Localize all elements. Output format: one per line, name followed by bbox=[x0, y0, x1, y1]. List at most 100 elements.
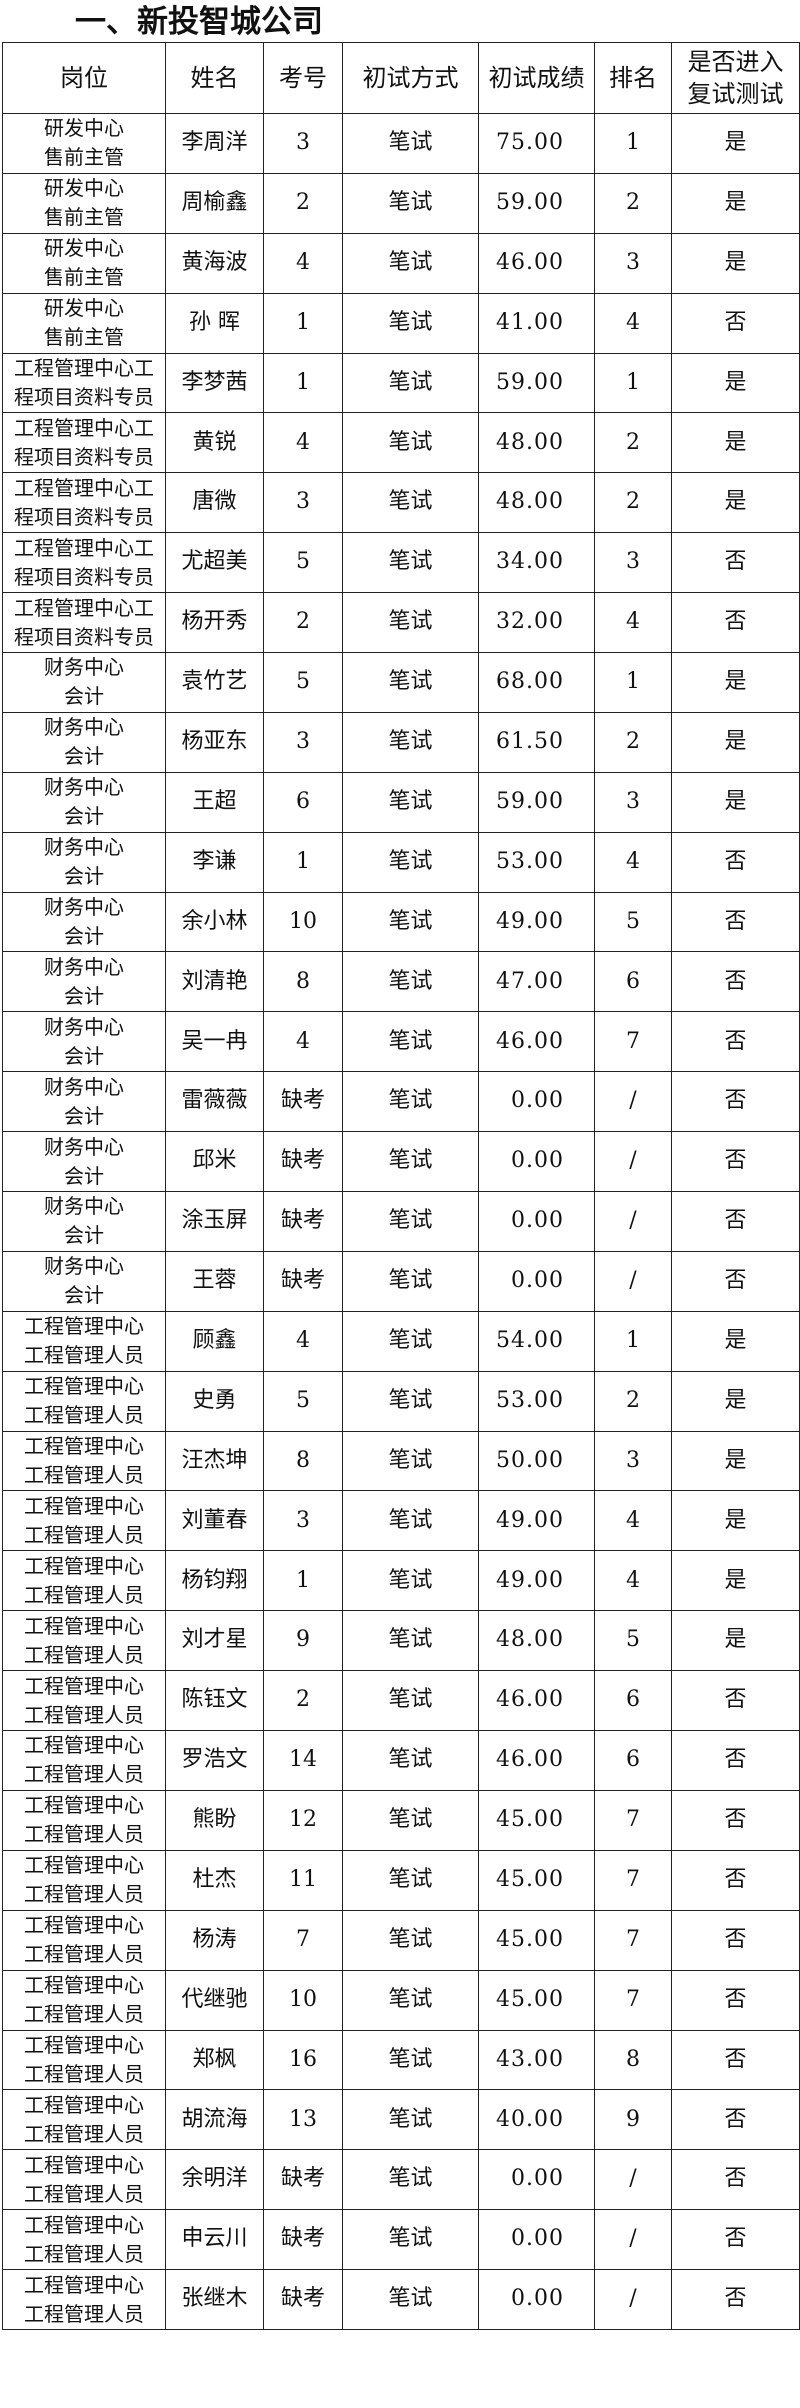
exam-mode-cell: 笔试 bbox=[342, 1730, 479, 1791]
rank-cell: 4 bbox=[594, 292, 672, 354]
score-cell: 49.00 bbox=[478, 1490, 595, 1552]
name-cell: 顾鑫 bbox=[165, 1310, 264, 1372]
exam-mode-cell: 笔试 bbox=[342, 1969, 479, 2031]
score-cell: 47.00 bbox=[478, 951, 595, 1013]
name-cell: 胡流海 bbox=[165, 2089, 264, 2151]
exam-mode-cell: 笔试 bbox=[342, 1550, 479, 1612]
table-row: 工程管理中心 工程管理人员 罗浩文 14 笔试 46.00 6 否 bbox=[2, 1730, 800, 1791]
rank-cell: 3 bbox=[594, 771, 672, 833]
score-cell: 45.00 bbox=[478, 1789, 595, 1851]
header-rank: 排名 bbox=[594, 42, 672, 114]
exam-number-cell: 1 bbox=[263, 831, 343, 893]
score-cell: 0.00 bbox=[478, 1131, 595, 1193]
name-cell: 黄锐 bbox=[165, 412, 264, 474]
score-cell: 68.00 bbox=[478, 652, 595, 713]
header-row: 岗位 姓名 考号 初试方式 初试成绩 排名 是否进入 复试测试 bbox=[2, 42, 800, 114]
rank-cell: 7 bbox=[594, 1011, 672, 1073]
score-cell: 48.00 bbox=[478, 472, 595, 534]
position-cell: 财务中心 会计 bbox=[2, 1071, 166, 1133]
position-cell: 财务中心 会计 bbox=[2, 951, 166, 1013]
advance-cell: 是 bbox=[671, 1370, 800, 1432]
score-cell: 61.50 bbox=[478, 711, 595, 773]
exam-mode-cell: 笔试 bbox=[342, 592, 479, 654]
table-row: 研发中心 售前主管 周榆鑫 2 笔试 59.00 2 是 bbox=[2, 172, 800, 234]
score-cell: 0.00 bbox=[478, 1191, 595, 1252]
table-row: 工程管理中心工 程项目资料专员 黄锐 4 笔试 48.00 2 是 bbox=[2, 412, 800, 474]
position-cell: 工程管理中心 工程管理人员 bbox=[2, 1430, 166, 1492]
position-cell: 工程管理中心工 程项目资料专员 bbox=[2, 472, 166, 534]
advance-cell: 是 bbox=[671, 652, 800, 713]
advance-cell: 否 bbox=[671, 1071, 800, 1133]
name-cell: 汪杰坤 bbox=[165, 1430, 264, 1492]
position-cell: 工程管理中心 工程管理人员 bbox=[2, 1310, 166, 1372]
position-cell: 财务中心 会计 bbox=[2, 652, 166, 713]
exam-mode-cell: 笔试 bbox=[342, 1310, 479, 1372]
position-cell: 工程管理中心 工程管理人员 bbox=[2, 1610, 166, 1672]
score-cell: 49.00 bbox=[478, 891, 595, 953]
advance-cell: 是 bbox=[671, 1610, 800, 1672]
exam-number-cell: 2 bbox=[263, 172, 343, 234]
rank-cell: / bbox=[594, 2149, 672, 2211]
score-cell: 0.00 bbox=[478, 1071, 595, 1133]
exam-mode-cell: 笔试 bbox=[342, 1610, 479, 1672]
table-row: 工程管理中心 工程管理人员 陈钰文 2 笔试 46.00 6 否 bbox=[2, 1670, 800, 1732]
table-row: 财务中心 会计 刘清艳 8 笔试 47.00 6 否 bbox=[2, 951, 800, 1013]
name-cell: 余明洋 bbox=[165, 2149, 264, 2211]
rank-cell: 7 bbox=[594, 1789, 672, 1851]
exam-number-cell: 5 bbox=[263, 532, 343, 594]
position-cell: 工程管理中心 工程管理人员 bbox=[2, 1849, 166, 1911]
exam-mode-cell: 笔试 bbox=[342, 711, 479, 773]
exam-mode-cell: 笔试 bbox=[342, 1250, 479, 1312]
exam-number-cell: 缺考 bbox=[263, 2209, 343, 2271]
position-cell: 工程管理中心工 程项目资料专员 bbox=[2, 352, 166, 414]
table-row: 工程管理中心 工程管理人员 刘才星 9 笔试 48.00 5 是 bbox=[2, 1610, 800, 1672]
exam-number-cell: 11 bbox=[263, 1849, 343, 1911]
advance-cell: 否 bbox=[671, 1789, 800, 1851]
advance-cell: 是 bbox=[671, 1490, 800, 1552]
score-cell: 59.00 bbox=[478, 352, 595, 414]
position-cell: 财务中心 会计 bbox=[2, 771, 166, 833]
score-cell: 0.00 bbox=[478, 2269, 595, 2330]
table-row: 财务中心 会计 李谦 1 笔试 53.00 4 否 bbox=[2, 831, 800, 893]
exam-number-cell: 1 bbox=[263, 292, 343, 354]
exam-number-cell: 1 bbox=[263, 1550, 343, 1612]
position-cell: 财务中心 会计 bbox=[2, 891, 166, 953]
exam-number-cell: 10 bbox=[263, 1969, 343, 2031]
exam-mode-cell: 笔试 bbox=[342, 1849, 479, 1911]
header-advance: 是否进入 复试测试 bbox=[671, 42, 800, 114]
advance-cell: 否 bbox=[671, 2029, 800, 2091]
score-cell: 34.00 bbox=[478, 532, 595, 594]
position-cell: 工程管理中心工 程项目资料专员 bbox=[2, 592, 166, 654]
advance-cell: 是 bbox=[671, 352, 800, 414]
position-cell: 工程管理中心 工程管理人员 bbox=[2, 2269, 166, 2330]
name-cell: 郑枫 bbox=[165, 2029, 264, 2091]
table-row: 研发中心 售前主管孙 晖 1 笔试 41.00 4 否 bbox=[2, 292, 800, 354]
name-cell: 余小林 bbox=[165, 891, 264, 953]
score-cell: 45.00 bbox=[478, 1969, 595, 2031]
score-cell: 0.00 bbox=[478, 2209, 595, 2271]
table-row: 财务中心 会计 吴一冉 4 笔试 46.00 7 否 bbox=[2, 1011, 800, 1073]
position-cell: 工程管理中心 工程管理人员 bbox=[2, 2149, 166, 2211]
rank-cell: 6 bbox=[594, 951, 672, 1013]
table-row: 工程管理中心 工程管理人员 杨钧翔 1 笔试 49.00 4 是 bbox=[2, 1550, 800, 1612]
header-exam-number: 考号 bbox=[263, 42, 343, 114]
score-cell: 48.00 bbox=[478, 1610, 595, 1672]
advance-cell: 否 bbox=[671, 951, 800, 1013]
position-cell: 工程管理中心 工程管理人员 bbox=[2, 1550, 166, 1612]
position-cell: 工程管理中心 工程管理人员 bbox=[2, 1370, 166, 1432]
exam-number-cell: 缺考 bbox=[263, 1250, 343, 1312]
exam-mode-cell: 笔试 bbox=[342, 172, 479, 234]
exam-mode-cell: 笔试 bbox=[342, 472, 479, 534]
exam-mode-cell: 笔试 bbox=[342, 1370, 479, 1432]
exam-mode-cell: 笔试 bbox=[342, 532, 479, 594]
rank-cell: 6 bbox=[594, 1730, 672, 1791]
exam-mode-cell: 笔试 bbox=[342, 1670, 479, 1732]
position-cell: 工程管理中心 工程管理人员 bbox=[2, 1730, 166, 1791]
section-title: 一、新投智城公司 bbox=[75, 4, 323, 40]
exam-number-cell: 3 bbox=[263, 1490, 343, 1552]
position-cell: 工程管理中心 工程管理人员 bbox=[2, 2089, 166, 2151]
position-cell: 财务中心 会计 bbox=[2, 711, 166, 773]
advance-cell: 是 bbox=[671, 1550, 800, 1612]
table-row: 财务中心 会计 袁竹艺 5 笔试 68.00 1 是 bbox=[2, 652, 800, 713]
advance-cell: 否 bbox=[671, 2269, 800, 2330]
